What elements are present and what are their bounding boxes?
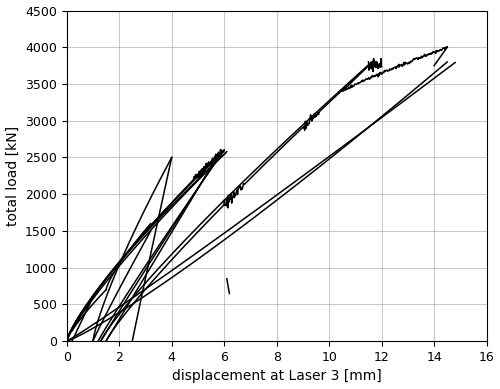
X-axis label: displacement at Laser 3 [mm]: displacement at Laser 3 [mm]: [172, 370, 382, 384]
Y-axis label: total load [kN]: total load [kN]: [6, 126, 20, 226]
